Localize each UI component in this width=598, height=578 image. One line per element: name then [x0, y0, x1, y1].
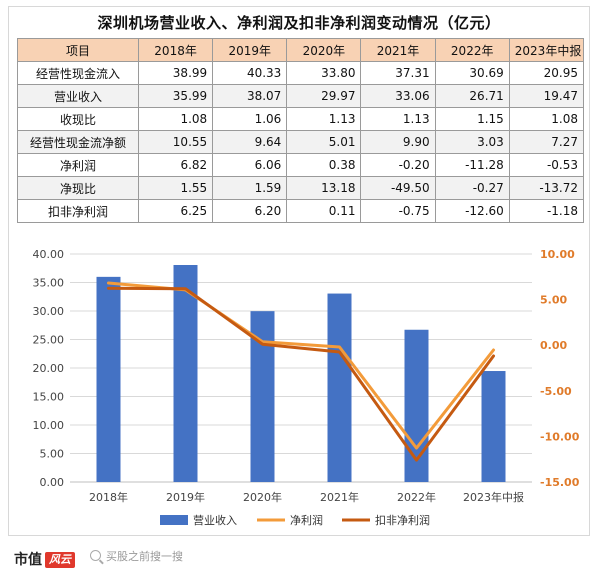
y-axis-tick-label: 30.00	[33, 305, 65, 318]
table-cell: -0.27	[434, 176, 510, 200]
y2-axis-tick-label: 5.00	[540, 294, 567, 307]
bar	[173, 265, 198, 482]
table-cell: -0.75	[360, 199, 436, 223]
legend-label: 营业收入	[193, 513, 237, 527]
y-axis-tick-label: 0.00	[40, 476, 65, 489]
legend-label: 净利润	[290, 513, 323, 527]
y2-axis-tick-label: -15.00	[540, 476, 580, 489]
table-row-label: 经营性现金流净额	[17, 130, 139, 154]
table-cell: -12.60	[434, 199, 510, 223]
table-cell: -13.72	[508, 176, 585, 200]
table-cell: 6.20	[212, 199, 288, 223]
y-axis-tick-label: 10.00	[33, 419, 65, 432]
x-axis-tick-label: 2020年	[243, 490, 282, 504]
search-icon	[90, 550, 101, 561]
table-cell: 33.80	[286, 61, 362, 85]
table-row: 净现比 1.55 1.59 13.18 -49.50 -0.27 -13.72	[17, 176, 585, 200]
bar	[481, 371, 506, 482]
combo-chart: 0.00 5.00 10.00 15.00 20.00 25.00 30.00 35.00 40…	[33, 248, 580, 527]
series-line	[107, 281, 495, 450]
y-axis-tick-label: 20.00	[33, 362, 65, 375]
table-row: 净利润 6.82 6.06 0.38 -0.20 -11.28 -0.53	[17, 153, 585, 177]
legend-swatch	[160, 515, 188, 525]
table-row-label: 收现比	[17, 107, 139, 131]
table-cell: 6.06	[212, 153, 288, 177]
x-axis-tick-label: 2019年	[166, 490, 205, 504]
table-row: 收现比 1.08 1.06 1.13 1.13 1.15 1.08	[17, 107, 585, 131]
table-row-label: 扣非净利润	[17, 199, 139, 223]
bar	[96, 276, 121, 482]
table-cell: 0.11	[286, 199, 362, 223]
table-cell: -0.53	[508, 153, 585, 177]
x-axis-tick-label: 2021年	[320, 490, 359, 504]
bar	[327, 293, 352, 482]
brand-name: 市值	[14, 552, 42, 568]
y-axis-tick-label: 15.00	[33, 391, 65, 404]
x-axis-tick-label: 2022年	[397, 490, 436, 504]
table-row-label: 净利润	[17, 153, 139, 177]
table-cell: -49.50	[360, 176, 436, 200]
y2-axis-tick-label: 10.00	[540, 248, 575, 261]
y-axis-tick-label: 35.00	[33, 277, 65, 290]
table-row: 经营性现金流入 38.99 40.33 33.80 37.31 30.69 20.95	[17, 61, 585, 85]
x-axis-tick-label: 2018年	[89, 490, 128, 504]
search-placeholder: 买股之前搜一搜	[106, 550, 183, 563]
y2-axis-tick-label: -5.00	[540, 385, 572, 398]
y-axis-tick-label: 5.00	[40, 448, 65, 461]
table-cell: 1.55	[137, 176, 214, 200]
table-row-label: 净现比	[17, 176, 139, 200]
legend-label: 扣非净利润	[375, 513, 430, 527]
brand-mark: 风云	[45, 552, 75, 568]
table-cell: 19.47	[508, 84, 585, 108]
table-header-cell: 2023年中报	[508, 38, 585, 62]
table-cell: 33.06	[360, 84, 436, 108]
data-table: 项目 2018年 2019年 2020年 2021年 2022年 2023年中报 经营性现金流…	[17, 38, 585, 223]
search-box[interactable]: 买股之前搜一搜	[90, 547, 200, 567]
table-row-label: 营业收入	[17, 84, 139, 108]
table-cell: 6.82	[137, 153, 214, 177]
table-header-cell: 2018年	[137, 38, 214, 62]
table-cell: 29.97	[286, 84, 362, 108]
table-cell: -1.18	[508, 199, 585, 223]
table-cell: 10.55	[137, 130, 214, 154]
table-header-row: 项目 2018年 2019年 2020年 2021年 2022年 2023年中报	[17, 38, 585, 62]
table-cell: 9.90	[360, 130, 436, 154]
bar	[404, 329, 429, 482]
table-cell: 3.03	[434, 130, 510, 154]
series-line	[107, 286, 495, 462]
table-cell: 38.99	[137, 61, 214, 85]
y-axis-tick-label: 40.00	[33, 248, 65, 261]
table-header-cell: 2019年	[212, 38, 288, 62]
table-cell: 5.01	[286, 130, 362, 154]
x-axis-tick-label: 2023年中报	[463, 490, 524, 504]
table-cell: -0.20	[360, 153, 436, 177]
table-cell: 6.25	[137, 199, 214, 223]
table-cell: 20.95	[508, 61, 585, 85]
y2-axis-tick-label: -10.00	[540, 430, 580, 443]
table-header-cell: 项目	[17, 38, 139, 62]
table-header-cell: 2020年	[286, 38, 362, 62]
y2-axis-tick-label: 0.00	[540, 339, 567, 352]
footer: 市值 风云 买股之前搜一搜	[0, 536, 598, 578]
table-cell: -11.28	[434, 153, 510, 177]
brand-logo[interactable]: 市值 风云	[14, 549, 75, 569]
page-title: 深圳机场营业收入、净利润及扣非净利润变动情况（亿元）	[97, 14, 501, 32]
table-row: 扣非净利润 6.25 6.20 0.11 -0.75 -12.60 -1.18	[17, 199, 585, 223]
y-axis-tick-label: 25.00	[33, 334, 65, 347]
